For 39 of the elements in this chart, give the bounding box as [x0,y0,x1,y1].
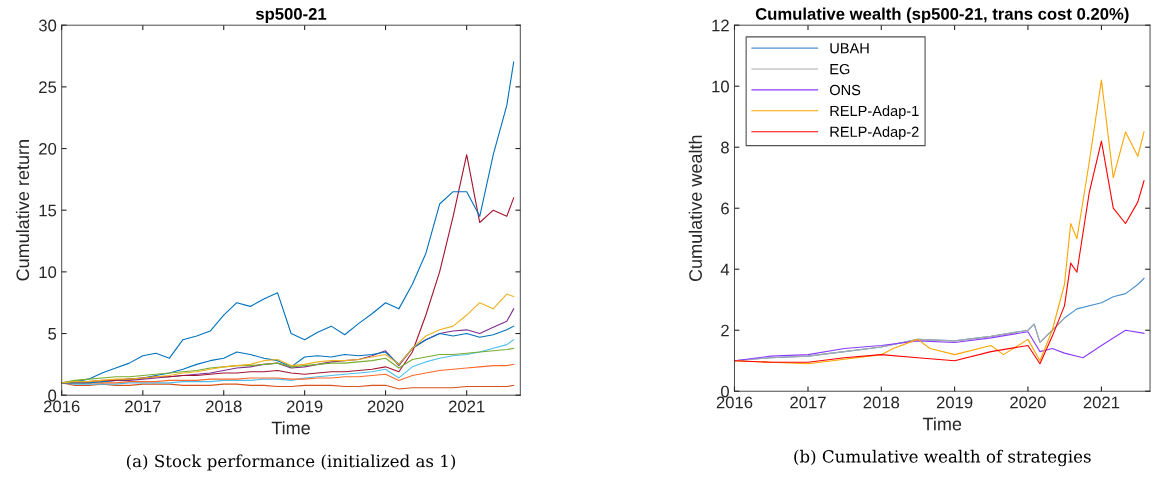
legend-label: EG [830,63,850,75]
y-tick-label: 15 [39,204,57,217]
y-tick-label: 2 [721,324,729,337]
y-tick-label: 8 [721,141,729,154]
x-tick-label: 2019 [936,396,973,409]
y-tick-label: 5 [48,328,57,340]
text: (b) Cumulative wealth of strategies [794,449,1091,467]
y-tick-label: 6 [721,202,729,215]
x-axis-title: Time [922,417,962,431]
x-tick-label: 2016 [43,400,80,413]
y-tick-label: 12 [712,19,729,32]
legend-label: ONS [829,84,861,96]
y-tick-label: 10 [712,80,729,93]
text: (a) Stock performance (initialized as 1) [126,454,456,471]
x-tick-label: 2019 [286,400,323,413]
legend-label: RELP-Adap-2 [830,126,919,140]
y-tick-label: 30 [38,19,57,32]
y-tick-label: 25 [39,81,57,94]
x-tick-label: 2020 [367,400,404,413]
y-tick-label: 0 [721,385,729,398]
y-axis-title: Cumulative wealth [688,135,702,282]
y-tick-label: 20 [39,142,57,155]
legend-label: RELP-Adap-1 [830,105,919,119]
x-axis-title: Time [271,421,310,435]
x-tick-label: 2017 [790,396,826,409]
x-tick-label: 2021 [1083,396,1120,409]
legend-label: UBAH [830,43,869,54]
x-tick-label: 2021 [448,400,485,413]
chart-title: Cumulative wealth (sp500-21, trans cost 0.20%) [755,7,1129,24]
x-tick-label: 2018 [206,400,242,413]
x-tick-label: 2020 [1010,396,1046,409]
chart-title: sp500-21 [255,8,327,24]
x-tick-label: 2016 [716,396,753,409]
y-tick-label: 10 [39,266,57,279]
y-axis-title: Cumulative return [15,140,30,281]
x-tick-label: 2018 [863,396,900,409]
x-tick-label: 2017 [125,400,161,413]
y-tick-label: 0 [48,389,57,402]
y-tick-label: 4 [720,263,730,276]
